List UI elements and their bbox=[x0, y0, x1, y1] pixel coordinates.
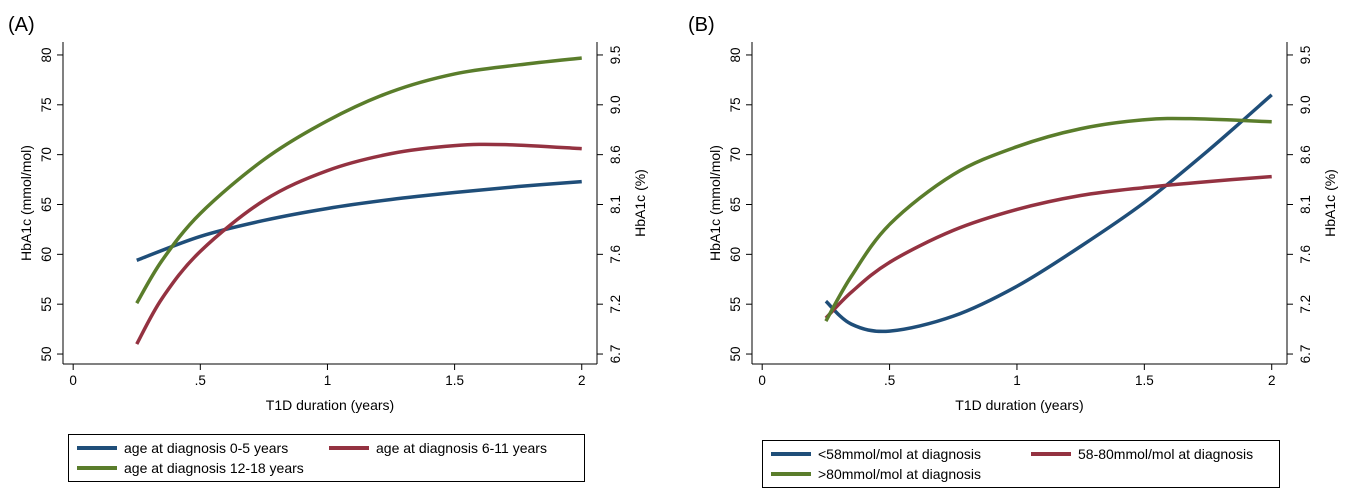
x-axis-title-b: T1D duration (years) bbox=[955, 397, 1083, 413]
y-tick-label-right-b-0: 6.7 bbox=[1298, 345, 1313, 364]
y-tick-label-left-a-2: 60 bbox=[39, 247, 54, 262]
x-tick-label-b-0: 0 bbox=[758, 373, 766, 388]
y-tick-label-right-a-1: 7.2 bbox=[608, 295, 623, 314]
legend-a-swatch-2 bbox=[329, 446, 369, 450]
y-tick-label-right-a-2: 7.6 bbox=[608, 245, 623, 264]
legend-a-swatch-3 bbox=[77, 466, 117, 470]
y-tick-label-left-a-3: 65 bbox=[39, 197, 54, 212]
series-line-b-3 bbox=[824, 116, 1272, 322]
x-tick-label-a-0: 0 bbox=[69, 373, 77, 388]
y-tick-label-left-b-6: 80 bbox=[728, 47, 743, 62]
y-tick-label-right-b-3: 8.1 bbox=[1298, 195, 1313, 214]
y-axis-title-right-a: HbA1c (%) bbox=[632, 169, 648, 237]
series-line-a-3 bbox=[135, 56, 582, 305]
series-line-b-2 bbox=[824, 174, 1272, 320]
y-tick-label-right-a-4: 8.6 bbox=[608, 145, 623, 164]
legend-a-label-3: age at diagnosis 12-18 years bbox=[124, 460, 304, 476]
y-tick-label-right-a-0: 6.7 bbox=[608, 345, 623, 364]
y-tick-label-left-b-5: 75 bbox=[728, 97, 743, 112]
y-tick-label-right-b-4: 8.6 bbox=[1298, 145, 1313, 164]
x-tick-label-a-4: 2 bbox=[578, 373, 586, 388]
legend-a-swatch-1 bbox=[77, 446, 117, 450]
legend-b-swatch-1 bbox=[771, 452, 811, 456]
legend-b: <58mmol/mol at diagnosis 58-80mmol/mol a… bbox=[762, 440, 1280, 488]
legend-b-item-3: >80mmol/mol at diagnosis bbox=[771, 466, 981, 482]
legend-b-label-3: >80mmol/mol at diagnosis bbox=[818, 466, 982, 482]
x-tick-label-b-4: 2 bbox=[1268, 373, 1276, 388]
x-axis-title-a: T1D duration (years) bbox=[266, 397, 394, 413]
series-line-a-1 bbox=[136, 179, 582, 262]
legend-a-item-1: age at diagnosis 0-5 years bbox=[77, 440, 288, 456]
y-tick-label-left-a-1: 55 bbox=[39, 297, 54, 312]
legend-b-item-1: <58mmol/mol at diagnosis bbox=[771, 446, 981, 462]
y-tick-label-left-a-4: 70 bbox=[39, 147, 54, 162]
y-tick-label-right-b-1: 7.2 bbox=[1298, 295, 1313, 314]
x-tick-label-b-1: .5 bbox=[884, 373, 895, 388]
legend-b-swatch-3 bbox=[771, 472, 811, 476]
legend-a-item-3: age at diagnosis 12-18 years bbox=[77, 460, 304, 476]
legend-b-label-2: 58-80mmol/mol at diagnosis bbox=[1078, 446, 1254, 462]
y-tick-label-right-b-6: 9.5 bbox=[1298, 46, 1313, 65]
y-tick-label-left-a-0: 50 bbox=[39, 347, 54, 362]
x-tick-label-a-2: 1 bbox=[324, 373, 332, 388]
y-tick-label-right-b-2: 7.6 bbox=[1298, 245, 1313, 264]
legend-b-label-1: <58mmol/mol at diagnosis bbox=[818, 446, 982, 462]
y-tick-label-left-b-0: 50 bbox=[728, 347, 743, 362]
y-tick-label-right-a-3: 8.1 bbox=[608, 195, 623, 214]
y-tick-label-left-b-4: 70 bbox=[728, 147, 743, 162]
x-tick-label-a-1: .5 bbox=[195, 373, 206, 388]
series-line-a-2 bbox=[135, 142, 582, 345]
legend-a: age at diagnosis 0-5 years age at diagno… bbox=[68, 434, 585, 482]
y-axis-title-right-b: HbA1c (%) bbox=[1322, 169, 1338, 237]
y-tick-label-right-a-6: 9.5 bbox=[608, 46, 623, 65]
y-tick-label-left-b-1: 55 bbox=[728, 297, 743, 312]
y-tick-label-left-b-3: 65 bbox=[728, 197, 743, 212]
panel-b-label: (B) bbox=[688, 14, 715, 36]
y-tick-label-right-a-5: 9.0 bbox=[608, 95, 623, 114]
y-tick-label-left-a-6: 80 bbox=[39, 47, 54, 62]
y-tick-label-left-b-2: 60 bbox=[728, 247, 743, 262]
legend-b-item-2: 58-80mmol/mol at diagnosis bbox=[1031, 446, 1253, 462]
x-tick-label-b-2: 1 bbox=[1013, 373, 1021, 388]
y-tick-label-left-a-5: 75 bbox=[39, 97, 54, 112]
legend-a-item-2: age at diagnosis 6-11 years bbox=[329, 440, 547, 456]
x-tick-label-b-3: 1.5 bbox=[1135, 373, 1154, 388]
series-line-b-1 bbox=[824, 93, 1273, 334]
legend-a-label-1: age at diagnosis 0-5 years bbox=[124, 440, 289, 456]
legend-a-label-2: age at diagnosis 6-11 years bbox=[376, 440, 547, 456]
y-axis-title-left-a: HbA1c (mmol/mol) bbox=[18, 145, 34, 261]
panel-a-label: (A) bbox=[8, 14, 35, 36]
y-axis-title-left-b: HbA1c (mmol/mol) bbox=[707, 145, 723, 261]
x-tick-label-a-3: 1.5 bbox=[445, 373, 464, 388]
legend-b-swatch-2 bbox=[1031, 452, 1071, 456]
y-tick-label-right-b-5: 9.0 bbox=[1298, 95, 1313, 114]
